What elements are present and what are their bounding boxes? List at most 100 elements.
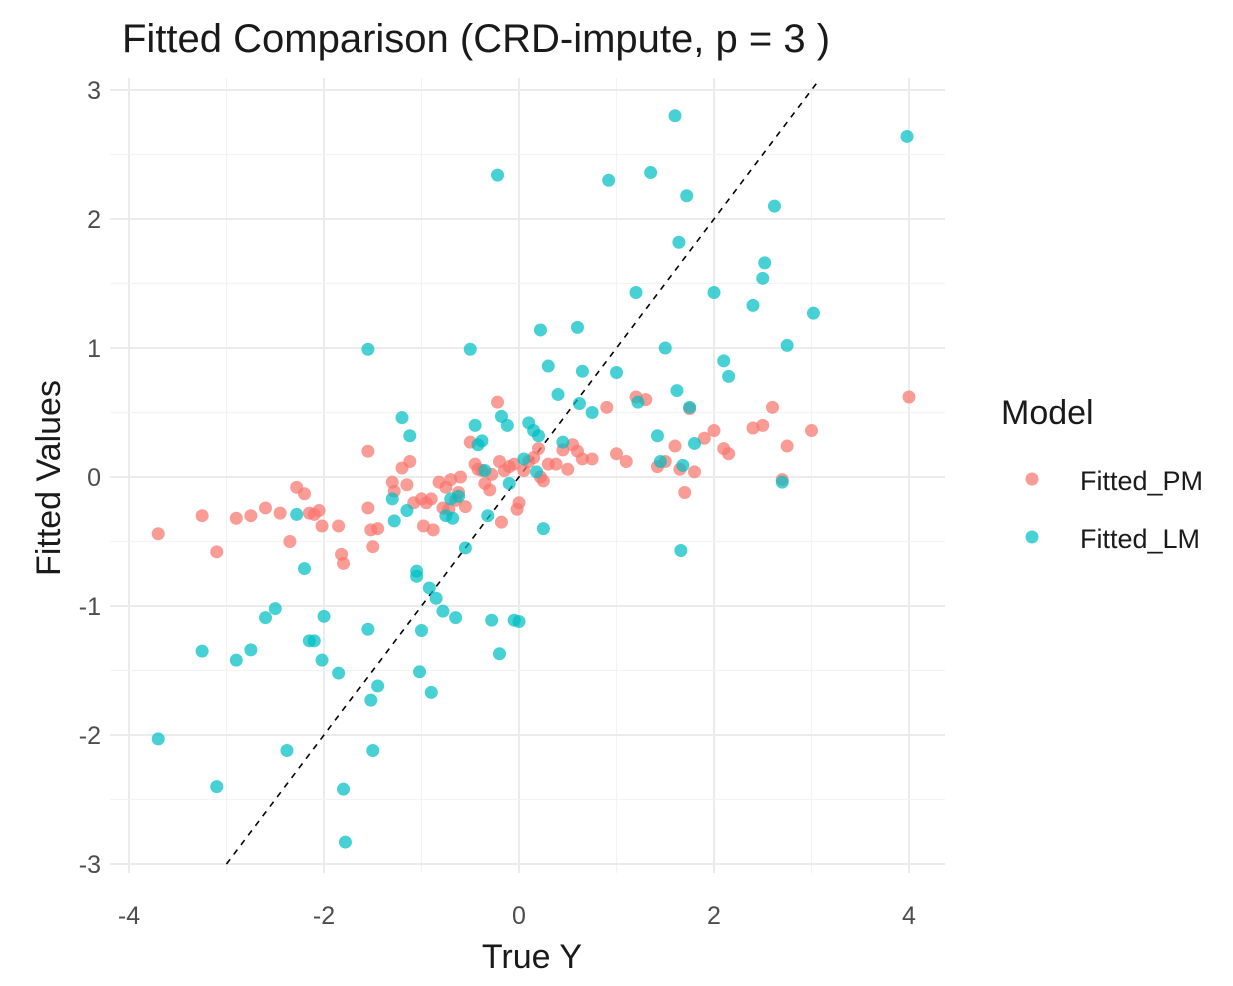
data-point-fitted-pm	[805, 424, 818, 438]
data-point-fitted-lm	[680, 189, 694, 203]
data-point-fitted-lm	[307, 634, 321, 648]
data-point-fitted-pm	[600, 400, 614, 414]
data-point-fitted-lm	[491, 168, 505, 182]
data-point-fitted-lm	[631, 395, 645, 409]
data-point-fitted-pm	[210, 545, 224, 559]
y-axis-title: Fitted Values	[30, 380, 68, 576]
data-point-fitted-lm	[707, 286, 721, 300]
data-point-fitted-lm	[602, 173, 616, 187]
data-point-fitted-pm	[722, 447, 736, 461]
legend-label: Fitted_LM	[1080, 524, 1200, 554]
data-point-fitted-pm	[298, 487, 311, 501]
data-point-fitted-pm	[585, 452, 599, 466]
data-point-fitted-lm	[229, 653, 243, 667]
y-tick-label: 1	[87, 335, 101, 363]
data-point-fitted-pm	[507, 457, 521, 471]
data-point-fitted-lm	[572, 396, 586, 410]
data-point-fitted-lm	[385, 492, 399, 506]
data-point-fitted-lm	[371, 679, 385, 693]
data-point-fitted-pm	[424, 492, 438, 506]
data-point-fitted-lm	[366, 743, 380, 757]
data-point-fitted-pm	[491, 395, 505, 409]
data-point-fitted-lm	[151, 732, 165, 746]
legend-key	[1025, 530, 1039, 544]
data-point-fitted-lm	[556, 435, 570, 449]
data-point-fitted-lm	[403, 429, 417, 443]
data-point-fitted-lm	[672, 235, 686, 249]
data-point-fitted-lm	[674, 544, 688, 558]
data-point-fitted-pm	[337, 556, 350, 570]
y-tick-label: 3	[87, 77, 101, 105]
data-point-fitted-lm	[478, 464, 492, 478]
data-point-fitted-pm	[619, 455, 633, 469]
y-tick-label: -1	[79, 593, 101, 621]
data-point-fitted-lm	[653, 455, 667, 469]
data-point-fitted-pm	[483, 483, 497, 497]
x-tick-label: -4	[118, 902, 140, 930]
data-point-fitted-pm	[561, 462, 575, 476]
data-point-fitted-lm	[429, 591, 443, 605]
data-point-fitted-pm	[458, 500, 472, 514]
data-point-fitted-lm	[280, 743, 294, 757]
x-tick-label: 4	[902, 902, 916, 930]
data-point-fitted-lm	[259, 611, 272, 625]
x-tick-label: -2	[313, 902, 335, 930]
data-point-fitted-lm	[475, 434, 489, 448]
data-point-fitted-lm	[364, 693, 378, 707]
data-point-fitted-lm	[413, 665, 427, 679]
data-point-fitted-pm	[244, 509, 258, 523]
data-point-fitted-pm	[678, 485, 692, 499]
data-point-fitted-lm	[900, 129, 914, 143]
data-point-fitted-lm	[493, 647, 506, 661]
data-point-fitted-lm	[775, 475, 789, 489]
data-point-fitted-pm	[283, 535, 297, 548]
y-tick-label: 0	[87, 464, 101, 492]
data-point-fitted-pm	[444, 473, 458, 487]
data-point-fitted-lm	[530, 465, 544, 479]
data-point-fitted-lm	[551, 387, 565, 401]
data-point-fitted-lm	[517, 452, 531, 466]
data-point-fitted-pm	[361, 444, 375, 458]
y-tick-label: -2	[79, 722, 101, 750]
data-point-fitted-pm	[610, 447, 623, 461]
data-point-fitted-pm	[195, 509, 209, 523]
data-point-fitted-lm	[244, 643, 258, 657]
data-point-fitted-pm	[549, 457, 563, 471]
data-point-fitted-pm	[707, 424, 721, 438]
data-point-fitted-lm	[210, 780, 224, 794]
data-point-fitted-lm	[758, 256, 772, 270]
data-points	[151, 109, 916, 849]
data-point-fitted-lm	[500, 418, 514, 432]
data-point-fitted-pm	[536, 474, 550, 488]
data-point-fitted-pm	[403, 455, 417, 469]
data-point-fitted-lm	[722, 369, 736, 383]
data-point-fitted-pm	[259, 501, 272, 515]
data-point-fitted-lm	[533, 323, 547, 337]
data-point-fitted-pm	[332, 519, 346, 533]
data-point-fitted-pm	[426, 523, 440, 537]
data-point-fitted-pm	[151, 527, 165, 541]
data-point-fitted-lm	[395, 411, 409, 425]
y-tick-label: 2	[87, 206, 101, 234]
data-point-fitted-lm	[806, 306, 820, 320]
data-point-fitted-lm	[512, 614, 526, 628]
data-point-fitted-lm	[481, 509, 495, 523]
data-point-fitted-pm	[366, 540, 380, 554]
data-point-fitted-pm	[668, 439, 682, 453]
data-point-fitted-lm	[767, 199, 781, 213]
data-point-fitted-lm	[485, 613, 499, 627]
data-point-fitted-lm	[536, 522, 550, 536]
data-point-fitted-lm	[452, 489, 466, 503]
x-tick-label: 2	[707, 902, 721, 930]
data-point-fitted-pm	[371, 522, 385, 536]
data-point-fitted-pm	[756, 418, 770, 432]
data-point-fitted-pm	[494, 515, 508, 529]
data-point-fitted-lm	[658, 341, 672, 355]
data-point-fitted-pm	[575, 452, 589, 466]
y-tick-label: -3	[79, 851, 101, 879]
data-point-fitted-lm	[688, 436, 701, 450]
data-point-fitted-pm	[746, 421, 760, 435]
data-point-fitted-lm	[424, 685, 438, 699]
data-point-fitted-lm	[337, 782, 350, 796]
data-point-fitted-pm	[697, 431, 711, 445]
